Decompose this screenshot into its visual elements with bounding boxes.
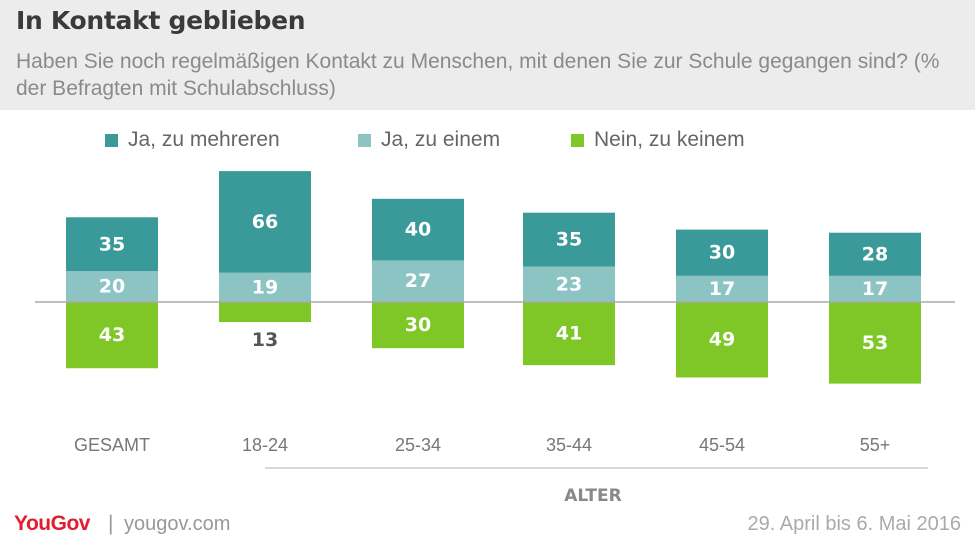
legend-swatch <box>358 133 371 147</box>
bar-ja-zu-einem <box>829 275 921 302</box>
footer-separator: | <box>108 512 114 535</box>
category-label: GESAMT <box>74 435 150 455</box>
data-label-ja-zu-einem: 17 <box>709 278 735 300</box>
bar-ja-zu-mehreren <box>66 217 158 272</box>
yougov-logo: YouGov <box>14 512 90 535</box>
bar-ja-zu-mehreren <box>219 171 311 273</box>
bar-nein-zu-keinem <box>66 302 158 369</box>
legend-label: Nein, zu keinem <box>594 128 745 151</box>
bar-ja-zu-einem <box>523 266 615 302</box>
category-label: 35-44 <box>546 435 592 455</box>
bar-ja-zu-mehreren <box>523 212 615 267</box>
diverging-bar-chart: 20 35 43 GESAMT 19 66 13 18-24 27 40 30 25-34 23 35 41… <box>35 171 955 506</box>
bar-ja-zu-mehreren <box>676 229 768 276</box>
bar-ja-zu-einem <box>219 272 311 302</box>
bar-nein-zu-keinem <box>372 302 464 349</box>
chart-title: In Kontakt geblieben <box>16 6 306 35</box>
category-label: 18-24 <box>242 435 288 455</box>
data-label-nein-zu-keinem: 49 <box>709 329 735 351</box>
chart-header: In Kontakt geblieben Haben Sie noch rege… <box>0 0 975 110</box>
data-label-ja-zu-mehreren: 28 <box>862 243 888 265</box>
data-label-ja-zu-einem: 20 <box>99 276 125 298</box>
bar-ja-zu-einem <box>676 275 768 302</box>
data-label-nein-zu-keinem: 41 <box>556 323 582 345</box>
age-group-label: ALTER <box>564 486 621 506</box>
data-label-ja-zu-mehreren: 35 <box>556 229 582 251</box>
data-label-ja-zu-mehreren: 35 <box>99 233 125 255</box>
data-label-ja-zu-mehreren: 30 <box>709 242 735 264</box>
bar-nein-zu-keinem <box>676 302 768 378</box>
bar-nein-zu-keinem <box>219 302 311 323</box>
bar-nein-zu-keinem <box>523 302 615 366</box>
legend-swatch <box>105 133 118 147</box>
bar-ja-zu-einem <box>372 260 464 302</box>
bar-ja-zu-einem <box>66 271 158 302</box>
legend-label: Ja, zu einem <box>381 128 501 151</box>
data-label-nein-zu-keinem: 43 <box>99 324 125 346</box>
data-label-nein-zu-keinem: 30 <box>405 314 431 336</box>
data-label-nein-zu-keinem: 13 <box>252 329 278 351</box>
legend-item-ja-zu-einem: Ja, zu einem <box>358 128 500 152</box>
bar-ja-zu-mehreren <box>829 232 921 276</box>
category-label: 25-34 <box>395 435 441 455</box>
legend: Ja, zu mehreren Ja, zu einem Nein, zu ke… <box>0 128 975 152</box>
data-label-ja-zu-einem: 19 <box>252 276 278 298</box>
category-label: 45-54 <box>699 435 745 455</box>
data-label-ja-zu-mehreren: 40 <box>405 219 431 241</box>
category-label: 55+ <box>860 435 891 455</box>
data-label-ja-zu-einem: 17 <box>862 278 888 300</box>
data-label-ja-zu-einem: 23 <box>556 273 582 295</box>
legend-item-ja-zu-mehreren: Ja, zu mehreren <box>105 128 280 152</box>
legend-item-nein-zu-keinem: Nein, zu keinem <box>571 128 745 152</box>
bar-nein-zu-keinem <box>829 302 921 384</box>
survey-date: 29. April bis 6. Mai 2016 <box>747 513 961 535</box>
data-label-ja-zu-einem: 27 <box>405 270 431 292</box>
bar-ja-zu-mehreren <box>372 198 464 261</box>
legend-label: Ja, zu mehreren <box>128 128 280 151</box>
footer-site-link[interactable]: yougov.com <box>124 513 231 535</box>
data-label-nein-zu-keinem: 53 <box>862 332 888 354</box>
legend-swatch <box>571 133 584 147</box>
data-label-ja-zu-mehreren: 66 <box>252 211 278 233</box>
chart-subtitle: Haben Sie noch regelmäßigen Kontakt zu M… <box>16 50 940 100</box>
